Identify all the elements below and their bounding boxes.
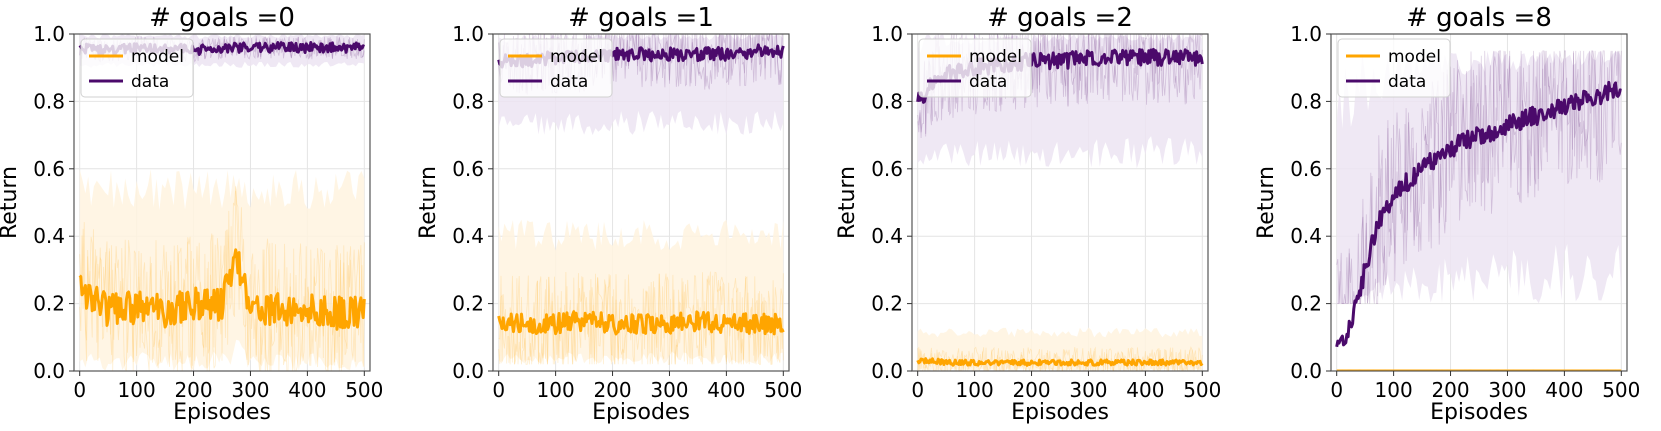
trace-model <box>917 346 1203 371</box>
x-tick-label: 0 <box>911 378 924 402</box>
x-tick-label: 200 <box>1431 378 1469 402</box>
x-tick-label: 500 <box>764 378 802 402</box>
x-tick-label: 500 <box>345 378 383 402</box>
y-tick-label: 0.8 <box>871 89 903 113</box>
y-tick-label: 0.8 <box>1290 89 1322 113</box>
legend-label-data: data <box>550 72 588 92</box>
legend-label-data: data <box>1388 72 1426 92</box>
y-tick-label: 0.2 <box>1290 292 1322 316</box>
y-tick-label: 1.0 <box>452 22 484 46</box>
trace-data <box>1336 50 1622 305</box>
x-tick-label: 300 <box>1488 378 1526 402</box>
axes-frame <box>1330 33 1628 372</box>
y-tick-label: 0.6 <box>871 157 903 181</box>
y-tick-label: 0.6 <box>452 157 484 181</box>
series-line-data <box>1335 80 1622 348</box>
x-tick-label: 200 <box>593 378 631 402</box>
series-line-model <box>916 357 1204 367</box>
y-tick-label: 0.8 <box>33 89 65 113</box>
y-tick-label: 0.8 <box>452 89 484 113</box>
trace-model <box>498 271 784 365</box>
chart-title: # goals =8 <box>1406 3 1552 33</box>
y-tick-label: 0.0 <box>1290 359 1322 383</box>
legend: model data <box>80 38 194 98</box>
y-tick-label: 0.4 <box>871 224 903 248</box>
y-axis-label: Return <box>0 166 22 239</box>
chart-title: # goals =1 <box>568 3 714 33</box>
y-tick-label: 1.0 <box>871 22 903 46</box>
chart-panel-3: 0 100 200 300 400 500 0.0 0.2 0.4 0.6 0.8 1.0 # goal… <box>1254 3 1640 425</box>
trace-model <box>917 346 1203 371</box>
trace-model <box>79 186 365 371</box>
x-axis-label: Episodes <box>592 400 690 425</box>
trace-data <box>1336 50 1622 305</box>
x-tick-label: 500 <box>1602 378 1640 402</box>
y-tick-label: 1.0 <box>33 22 65 46</box>
y-tick-label: 1.0 <box>1290 22 1322 46</box>
legend-label-data: data <box>131 72 169 92</box>
chart-title: # goals =0 <box>149 3 295 33</box>
x-tick-label: 400 <box>707 378 745 402</box>
x-tick-label: 0 <box>73 378 86 402</box>
x-tick-label: 100 <box>537 378 575 402</box>
plot-area <box>78 34 366 371</box>
y-axis-label: Return <box>416 166 441 239</box>
y-tick-label: 0.0 <box>871 359 903 383</box>
y-tick-label: 0.6 <box>1290 157 1322 181</box>
legend-label-model: model <box>131 47 184 67</box>
x-tick-label: 300 <box>650 378 688 402</box>
y-tick-label: 0.6 <box>33 157 65 181</box>
y-axis-label: Return <box>835 166 860 239</box>
chart-panel-1: 0 100 200 300 400 500 0.0 0.2 0.4 0.6 0.8 1.0 # goal… <box>416 3 802 425</box>
x-axis-label: Episodes <box>1430 400 1528 425</box>
y-tick-label: 0.4 <box>452 224 484 248</box>
legend-label-model: model <box>550 47 603 67</box>
legend: model data <box>918 38 1032 98</box>
chart-panel-2: 0 100 200 300 400 500 0.0 0.2 0.4 0.6 0.8 1.0 # goal… <box>835 3 1221 425</box>
chart-title: # goals =2 <box>987 3 1133 33</box>
legend: model data <box>499 38 613 98</box>
x-tick-label: 0 <box>1330 378 1343 402</box>
x-tick-label: 300 <box>231 378 269 402</box>
x-tick-label: 300 <box>1069 378 1107 402</box>
axes-frame <box>73 33 371 372</box>
y-tick-label: 0.0 <box>452 359 484 383</box>
x-axis-label: Episodes <box>173 400 271 425</box>
legend-label-model: model <box>969 47 1022 67</box>
axes-frame <box>911 33 1209 372</box>
y-tick-label: 0.4 <box>1290 224 1322 248</box>
y-tick-label: 0.2 <box>452 292 484 316</box>
x-tick-label: 0 <box>492 378 505 402</box>
y-tick-label: 0.2 <box>33 292 65 316</box>
plot-area <box>1335 50 1622 371</box>
x-tick-label: 400 <box>1126 378 1164 402</box>
x-tick-label: 100 <box>956 378 994 402</box>
legend-label-model: model <box>1388 47 1441 67</box>
chart-panel-0: 0 100 200 300 400 500 0.0 0.2 0.4 0.6 0.8 1.0 # goal… <box>0 3 383 425</box>
legend-label-data: data <box>969 72 1007 92</box>
y-tick-label: 0.4 <box>33 224 65 248</box>
axes-frame <box>492 33 790 372</box>
x-tick-label: 100 <box>118 378 156 402</box>
x-tick-label: 400 <box>288 378 326 402</box>
y-tick-label: 0.2 <box>871 292 903 316</box>
y-axis-label: Return <box>1254 166 1279 239</box>
trace-model <box>79 190 365 371</box>
y-tick-label: 0.0 <box>33 359 65 383</box>
x-tick-label: 400 <box>1545 378 1583 402</box>
legend: model data <box>1337 38 1451 98</box>
x-axis-label: Episodes <box>1011 400 1109 425</box>
series-line-model <box>78 248 366 331</box>
x-tick-label: 200 <box>1012 378 1050 402</box>
x-tick-label: 100 <box>1375 378 1413 402</box>
x-tick-label: 500 <box>1183 378 1221 402</box>
series-line-model <box>497 310 785 336</box>
x-tick-label: 200 <box>174 378 212 402</box>
